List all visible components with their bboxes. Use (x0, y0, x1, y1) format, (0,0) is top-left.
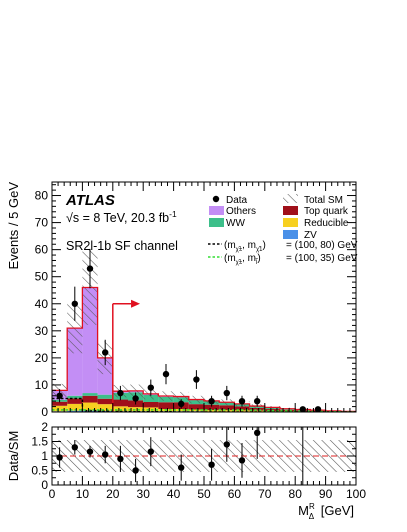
x-tick-label: 0 (49, 487, 56, 501)
ratio-y-tick-label: 0.5 (31, 464, 48, 478)
data-point (239, 398, 245, 404)
data-point (208, 398, 214, 404)
x-tick-label: 70 (258, 487, 272, 501)
legend-sig2-formula: (mχ̃±, ml̃) (224, 253, 261, 266)
stack-bar-ww (82, 393, 97, 396)
main-y-label: Events / 5 GeV (6, 182, 21, 270)
x-tick-label: 60 (228, 487, 242, 501)
stack-bar-ww (98, 395, 113, 399)
data-point (254, 398, 260, 404)
stack-bar-top-quark (98, 399, 113, 404)
ratio-point (178, 464, 184, 470)
legend-top-label: Top quark (304, 206, 349, 217)
legend-ww-label: WW (226, 218, 245, 229)
legend-zv-swatch (283, 230, 298, 239)
data-point (148, 384, 154, 390)
y-tick-label: 0 (41, 405, 48, 419)
y-tick-label: 50 (35, 270, 49, 284)
y-tick-label: 70 (35, 216, 49, 230)
ratio-y-label: Data/SM (6, 431, 21, 482)
atlas-label: ATLAS (65, 192, 115, 209)
stack-bar-top-quark (113, 400, 128, 407)
legend-totalsm-swatch (283, 194, 298, 203)
data-point (87, 265, 93, 271)
ratio-y-tick-label: 2 (41, 420, 48, 434)
ratio-point (208, 462, 214, 468)
legend: Data Total SM Others Top quark WW Reduci… (208, 194, 358, 266)
ratio-point (117, 456, 123, 462)
data-point (117, 390, 123, 396)
data-point (56, 393, 62, 399)
ratio-y-tick-label: 1.5 (31, 435, 48, 449)
ratio-point (87, 448, 93, 454)
energy-lumi-label: √s = 8 TeV, 20.3 fb-1 (66, 209, 177, 225)
ratio-point (148, 448, 154, 454)
data-point (163, 371, 169, 377)
stack-bar-top-quark (189, 404, 204, 409)
x-tick-label: 10 (76, 487, 90, 501)
legend-totalsm-label: Total SM (304, 195, 343, 206)
ratio-point (102, 451, 108, 457)
legend-data-label: Data (226, 195, 248, 206)
ratio-point (254, 430, 260, 436)
ratio-y-tick-label: 1 (41, 449, 48, 463)
cut-arrow-head (131, 300, 140, 308)
legend-others-swatch (209, 206, 224, 215)
ratio-y-tick-label: 0 (41, 478, 48, 492)
x-tick-label: 40 (167, 487, 181, 501)
ratio-point (224, 441, 230, 447)
data-point (178, 401, 184, 407)
y-tick-label: 40 (35, 297, 49, 311)
legend-ww-swatch (209, 218, 224, 227)
ratio-point (56, 454, 62, 460)
x-tick-label: 30 (137, 487, 151, 501)
y-tick-label: 30 (35, 324, 49, 338)
legend-others-label: Others (226, 206, 256, 217)
stack-bar-top-quark (82, 396, 97, 403)
y-tick-label: 20 (35, 351, 49, 365)
legend-sig2-label: = (100, 35) GeV (286, 253, 358, 264)
ratio-point (239, 457, 245, 463)
data-point (224, 390, 230, 396)
region-label: SR2l-1b SF channel (66, 239, 178, 253)
ratio-point (72, 444, 78, 450)
y-tick-label: 60 (35, 243, 49, 257)
stack-bar-top-quark (158, 402, 173, 409)
legend-reducible-label: Reducible (304, 218, 349, 229)
legend-reducible-swatch (283, 218, 298, 227)
legend-sig1-formula: (mχ̃±, mχ̃1) (224, 240, 266, 253)
data-point (102, 349, 108, 355)
stack-bar-top-quark (67, 398, 82, 403)
x-tick-label: 80 (289, 487, 303, 501)
stack-bar-top-quark (143, 402, 158, 407)
x-tick-label: 90 (319, 487, 333, 501)
data-point (132, 395, 138, 401)
ratio-point (132, 467, 138, 473)
y-tick-label: 80 (35, 189, 49, 203)
x-tick-label: 20 (106, 487, 120, 501)
x-tick-label: 50 (197, 487, 211, 501)
legend-data-marker (213, 196, 219, 202)
x-tick-label: 100 (346, 487, 366, 501)
legend-sig1-label: = (100, 80) GeV (286, 240, 358, 251)
y-tick-label: 10 (35, 378, 49, 392)
data-point (72, 301, 78, 307)
legend-top-swatch (283, 206, 298, 215)
data-point (193, 376, 199, 382)
